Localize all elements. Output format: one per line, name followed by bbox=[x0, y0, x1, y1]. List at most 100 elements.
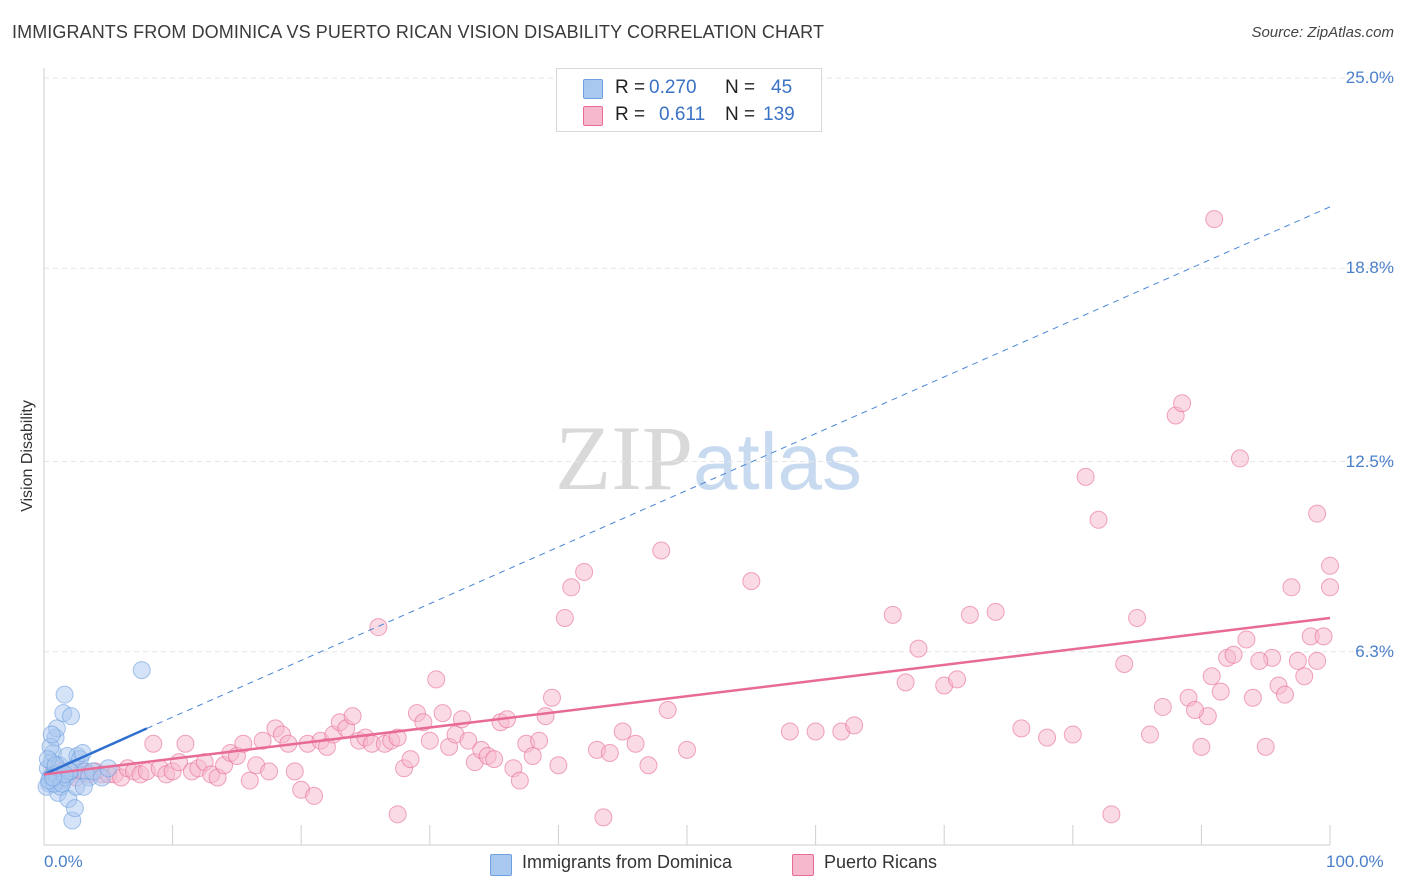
puerto-rican-point bbox=[806, 722, 825, 741]
puerto-rican-point bbox=[1250, 651, 1269, 670]
puerto-rican-point bbox=[1128, 608, 1147, 627]
puerto-rican-point bbox=[845, 716, 864, 735]
puerto-rican-point bbox=[1288, 651, 1307, 670]
legend-swatch-dominica bbox=[490, 854, 512, 876]
stats-n-value: 45 bbox=[771, 77, 793, 98]
y-tick-label: 25.0% bbox=[1345, 68, 1394, 87]
puerto-rican-point bbox=[1308, 651, 1327, 670]
stats-r-value: 0.611 bbox=[659, 104, 706, 125]
puerto-rican-point bbox=[1243, 688, 1262, 707]
puerto-rican-point bbox=[343, 707, 362, 726]
puerto-rican-point bbox=[1314, 627, 1333, 646]
puerto-rican-point bbox=[1038, 728, 1057, 747]
puerto-rican-point bbox=[562, 578, 581, 597]
puerto-rican-point bbox=[510, 771, 529, 790]
puerto-rican-point bbox=[1063, 725, 1082, 744]
puerto-rican-point bbox=[1202, 667, 1221, 686]
dominica-point bbox=[65, 799, 84, 818]
puerto-rican-point bbox=[742, 572, 761, 591]
puerto-rican-point bbox=[600, 743, 619, 762]
stats-n-value: 139 bbox=[763, 104, 795, 125]
puerto-rican-point bbox=[305, 786, 324, 805]
puerto-rican-point bbox=[1140, 725, 1159, 744]
puerto-rican-point bbox=[594, 808, 613, 827]
puerto-rican-point bbox=[536, 707, 555, 726]
puerto-rican-point bbox=[1275, 685, 1294, 704]
puerto-rican-point bbox=[144, 734, 163, 753]
legend-swatch-puerto-rican bbox=[792, 854, 814, 876]
puerto-rican-point bbox=[1308, 504, 1327, 523]
puerto-rican-point bbox=[658, 701, 677, 720]
puerto-rican-point bbox=[176, 734, 195, 753]
puerto-rican-point bbox=[1076, 467, 1095, 486]
puerto-rican-point bbox=[1115, 654, 1134, 673]
puerto-rican-point bbox=[1173, 394, 1192, 413]
puerto-rican-point bbox=[883, 605, 902, 624]
stats-n-label: N = bbox=[725, 77, 756, 98]
puerto-rican-point bbox=[1102, 805, 1121, 824]
puerto-rican-point bbox=[542, 688, 561, 707]
chart-title: IMMIGRANTS FROM DOMINICA VS PUERTO RICAN… bbox=[12, 22, 825, 42]
puerto-rican-point bbox=[639, 756, 658, 775]
stats-r-label: R = bbox=[615, 104, 646, 125]
x-tick-label-min: 0.0% bbox=[44, 852, 83, 871]
correlation-stats-box: R = 0.270 N = 45 R = 0.611 N = 139 bbox=[556, 68, 822, 132]
puerto-rican-point bbox=[459, 731, 478, 750]
stats-row-dominica: R = 0.270 N = 45 bbox=[557, 75, 821, 101]
puerto-rican-point bbox=[433, 704, 452, 723]
x-tick-label-max: 100.0% bbox=[1326, 852, 1384, 871]
puerto-rican-point bbox=[1321, 556, 1339, 575]
puerto-rican-point bbox=[523, 747, 542, 766]
puerto-rican-point bbox=[1153, 697, 1172, 716]
puerto-rican-point bbox=[575, 562, 594, 581]
puerto-rican-point bbox=[1185, 701, 1204, 720]
puerto-rican-point bbox=[240, 771, 259, 790]
puerto-rican-point bbox=[388, 805, 407, 824]
puerto-rican-point bbox=[530, 731, 549, 750]
stats-n-label: N = bbox=[725, 104, 756, 125]
legend-label-dominica: Immigrants from Dominica bbox=[522, 852, 733, 872]
puerto-rican-point bbox=[1089, 510, 1108, 529]
puerto-rican-point bbox=[613, 722, 632, 741]
dominica-point bbox=[74, 777, 93, 796]
puerto-rican-point bbox=[401, 750, 420, 769]
puerto-rican-point bbox=[960, 605, 979, 624]
puerto-rican-point bbox=[420, 731, 439, 750]
puerto-rican-point bbox=[1237, 630, 1256, 649]
puerto-rican-point bbox=[260, 762, 279, 781]
dominica-point bbox=[42, 725, 61, 744]
y-tick-label: 6.3% bbox=[1355, 641, 1394, 661]
puerto-rican-point bbox=[909, 639, 928, 658]
puerto-rican-point bbox=[986, 602, 1005, 621]
puerto-rican-point bbox=[1211, 682, 1230, 701]
puerto-rican-point bbox=[1012, 719, 1031, 738]
stats-swatch-puerto-rican bbox=[583, 106, 603, 126]
watermark-zip: ZIP bbox=[555, 407, 693, 509]
dominica-trend-line bbox=[43, 727, 148, 776]
puerto-rican-point bbox=[1224, 645, 1243, 664]
stats-r-label: R = bbox=[615, 77, 646, 98]
puerto-rican-point bbox=[369, 618, 388, 637]
dominica-trend-extension bbox=[146, 206, 1331, 729]
puerto-rican-point bbox=[1192, 737, 1211, 756]
puerto-rican-point bbox=[1256, 737, 1275, 756]
puerto-rican-point bbox=[780, 722, 799, 741]
puerto-rican-point bbox=[1295, 667, 1314, 686]
puerto-rican-trend-line bbox=[43, 616, 1331, 776]
puerto-rican-point bbox=[626, 734, 645, 753]
dominica-point bbox=[132, 661, 151, 680]
watermark: ZIPatlas bbox=[555, 405, 862, 511]
puerto-rican-point bbox=[1282, 578, 1301, 597]
puerto-rican-point bbox=[388, 728, 407, 747]
stats-r-value: 0.270 bbox=[649, 77, 697, 98]
puerto-rican-point bbox=[1205, 210, 1224, 229]
puerto-rican-point bbox=[678, 740, 696, 759]
source-label: Source: ZipAtlas.com bbox=[1251, 24, 1394, 41]
stats-swatch-dominica bbox=[583, 79, 603, 99]
puerto-rican-point bbox=[555, 608, 574, 627]
puerto-rican-point bbox=[285, 762, 304, 781]
stats-row-puerto-rican: R = 0.611 N = 139 bbox=[557, 102, 821, 128]
y-tick-label: 12.5% bbox=[1345, 451, 1394, 471]
y-tick-label: 18.8% bbox=[1345, 258, 1394, 278]
